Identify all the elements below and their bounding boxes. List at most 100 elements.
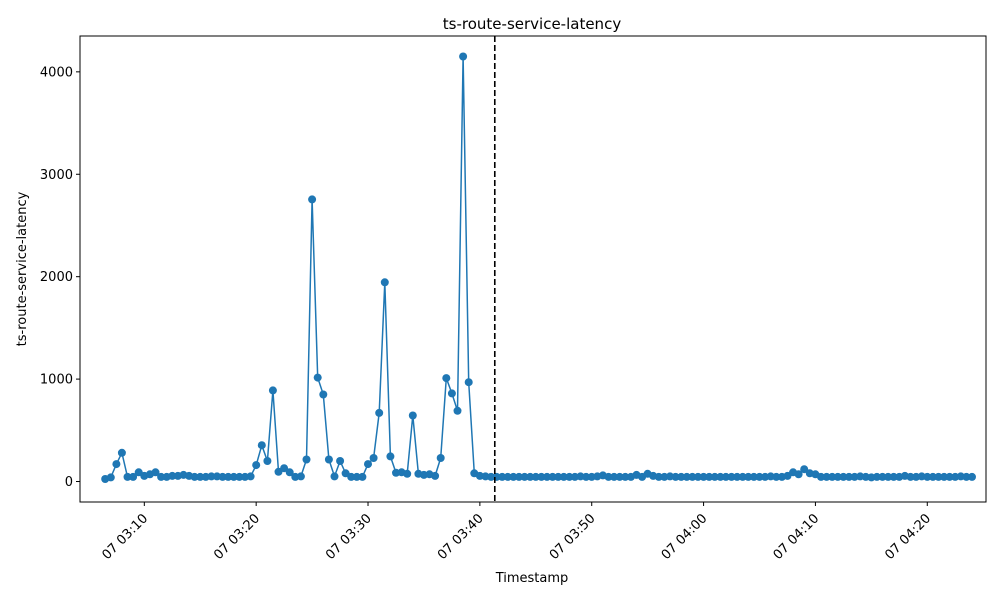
data-point — [330, 472, 339, 481]
data-point — [934, 472, 943, 481]
data-point — [364, 460, 372, 469]
data-point — [112, 460, 121, 469]
data-point — [263, 457, 272, 465]
data-point — [218, 472, 227, 481]
data-point — [123, 472, 132, 481]
data-point — [962, 472, 971, 481]
y-tick-label: 2000 — [40, 270, 73, 285]
data-point — [464, 378, 473, 387]
data-point — [380, 278, 389, 287]
data-point — [257, 441, 266, 450]
data-point — [403, 469, 412, 478]
data-point — [688, 472, 697, 481]
data-point — [878, 472, 887, 481]
data-point — [106, 473, 115, 482]
data-point — [447, 389, 456, 398]
data-point — [710, 472, 719, 481]
data-point — [408, 411, 417, 420]
data-point — [442, 374, 451, 383]
data-point — [157, 472, 166, 481]
y-tick-label: 3000 — [40, 168, 73, 183]
data-point — [654, 472, 663, 481]
data-point — [923, 472, 932, 481]
data-point — [285, 468, 294, 477]
data-point — [721, 472, 730, 481]
data-point — [246, 472, 255, 481]
data-point — [369, 454, 378, 462]
data-point — [582, 472, 591, 481]
y-axis-label: ts-route-service-latency — [15, 191, 30, 346]
data-point — [610, 472, 619, 481]
data-point — [229, 472, 238, 481]
data-point — [694, 472, 702, 481]
data-point — [302, 455, 311, 464]
data-point — [280, 464, 289, 473]
data-point — [671, 472, 680, 481]
data-point — [884, 472, 893, 481]
data-point — [509, 472, 518, 481]
data-point — [800, 465, 809, 474]
data-point — [738, 472, 747, 481]
data-point — [945, 472, 954, 481]
data-point — [453, 406, 462, 415]
data-point — [498, 472, 507, 481]
data-point — [705, 472, 714, 481]
data-point — [839, 472, 848, 481]
y-tick-label: 0 — [65, 475, 73, 490]
data-point — [755, 472, 764, 481]
data-point — [845, 472, 853, 481]
data-point — [794, 470, 803, 479]
y-tick-label: 1000 — [40, 373, 73, 388]
data-point — [677, 472, 686, 481]
data-point — [548, 472, 557, 481]
data-point — [889, 472, 898, 481]
data-point — [621, 472, 630, 481]
data-point — [906, 472, 915, 481]
data-point — [375, 408, 384, 417]
data-point — [526, 472, 535, 481]
data-point — [615, 472, 624, 481]
data-point — [744, 472, 753, 481]
y-axis: 0 1000 2000 3000 4000 — [40, 65, 80, 490]
data-point — [604, 472, 613, 481]
data-point — [503, 472, 512, 481]
data-point — [313, 373, 322, 382]
data-point — [940, 472, 949, 481]
data-point — [168, 471, 177, 480]
data-point — [699, 472, 708, 481]
data-point — [682, 472, 691, 481]
data-point — [352, 472, 361, 481]
data-point — [733, 472, 742, 481]
data-point — [872, 472, 881, 481]
data-point — [716, 472, 725, 481]
data-point — [559, 472, 568, 481]
data-point — [431, 471, 440, 480]
plot-area — [101, 36, 976, 502]
data-point — [235, 472, 244, 481]
data-point — [358, 472, 367, 481]
data-point — [459, 52, 468, 61]
data-point — [537, 472, 546, 481]
x-axis-label: Timestamp — [495, 571, 569, 586]
data-point — [828, 472, 837, 481]
data-point — [554, 472, 563, 481]
data-point — [833, 472, 842, 481]
data-point — [565, 472, 574, 481]
data-point — [520, 472, 529, 481]
data-point — [336, 457, 345, 465]
data-point — [822, 472, 831, 481]
data-point — [487, 472, 496, 481]
data-point — [324, 455, 333, 464]
data-point — [817, 472, 825, 481]
data-point — [531, 472, 540, 481]
data-point — [190, 472, 199, 481]
data-point — [968, 472, 976, 481]
data-point — [347, 472, 356, 481]
data-point — [207, 472, 216, 481]
y-tick-label: 4000 — [40, 65, 73, 80]
data-point — [196, 472, 205, 481]
data-point — [268, 386, 277, 395]
data-point — [252, 461, 261, 470]
data-point — [543, 472, 551, 481]
